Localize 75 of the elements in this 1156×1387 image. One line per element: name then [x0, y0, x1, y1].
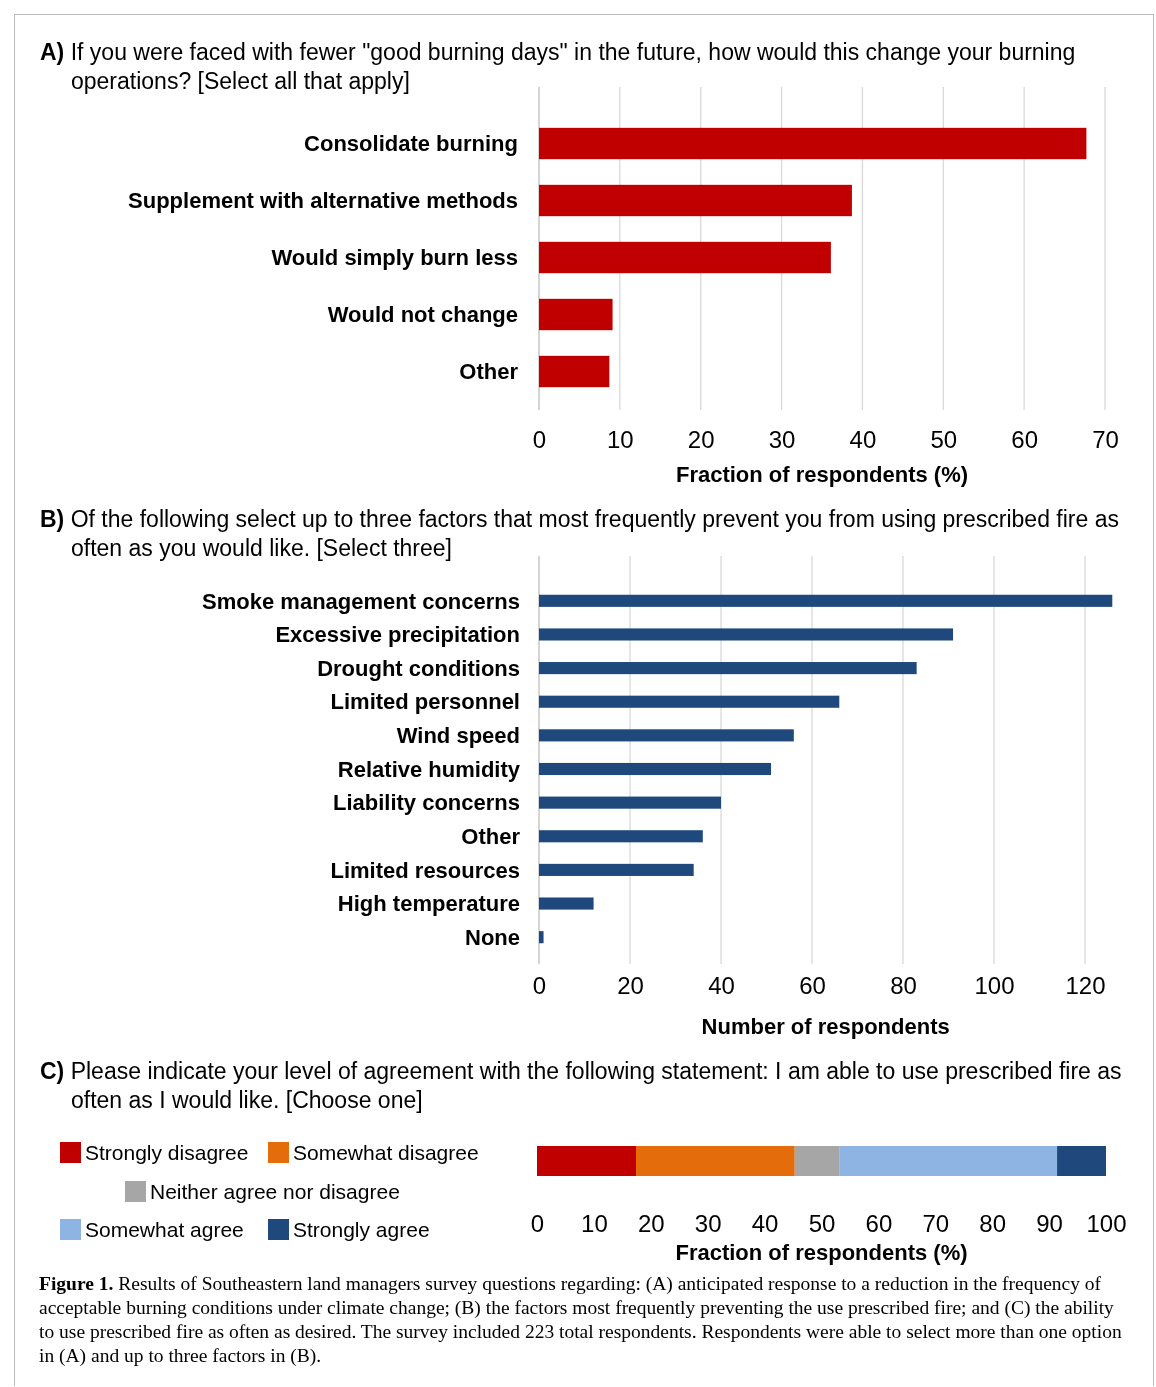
y-tick-label: Supplement with alternative methods	[128, 188, 518, 214]
y-tick-label: Would simply burn less	[271, 245, 518, 271]
x-tick-label: 90	[1036, 1210, 1063, 1238]
legend-label: Strongly disagree	[85, 1141, 249, 1165]
x-tick-label: 0	[532, 426, 547, 454]
x-tick-label: 40	[849, 426, 877, 454]
bar	[539, 127, 1087, 160]
bar	[1057, 1146, 1106, 1176]
bar	[539, 695, 840, 708]
bar	[539, 628, 954, 641]
x-tick-label: 60	[865, 1210, 893, 1238]
y-tick-label: Other	[461, 823, 521, 849]
bar	[537, 1146, 637, 1176]
y-tick-label: Excessive precipitation	[275, 622, 520, 648]
x-tick-label: 100	[974, 972, 1015, 1000]
legend-label: Somewhat agree	[85, 1218, 244, 1242]
y-tick-label: High temperature	[337, 891, 520, 917]
y-tick-label: Other	[459, 359, 519, 385]
x-tick-label: 50	[808, 1210, 836, 1238]
x-tick-label: 70	[1092, 426, 1119, 454]
bar	[539, 355, 610, 388]
x-tick-label: 10	[607, 426, 634, 454]
bar	[539, 594, 1113, 607]
x-tick-label: 0	[530, 1210, 545, 1238]
x-tick-label: 100	[1086, 1210, 1127, 1238]
x-tick-label: 40	[708, 972, 735, 1000]
bar	[839, 1146, 1058, 1176]
x-tick-label: 60	[1011, 426, 1038, 454]
bar	[539, 184, 852, 217]
y-tick-label: Would not change	[327, 302, 518, 328]
bar	[539, 241, 831, 274]
bar	[539, 863, 694, 876]
bar	[539, 897, 594, 910]
x-tick-label: 20	[687, 426, 715, 454]
x-tick-label: 20	[617, 972, 644, 1000]
legend-label: Neither agree nor disagree	[150, 1180, 400, 1204]
x-axis-title: Fraction of respondents (%)	[675, 461, 969, 487]
y-tick-label: Limited personnel	[330, 689, 520, 715]
bar	[539, 298, 613, 331]
legend-label: Somewhat disagree	[293, 1141, 479, 1165]
bar	[539, 830, 703, 843]
bar	[539, 931, 544, 944]
y-tick-label: None	[465, 924, 520, 950]
y-tick-label: Consolidate burning	[304, 131, 518, 157]
chart-title: A) If you were faced with fewer "good burning days" in the future, how would this change your burning operations? [Select all that apply]	[40, 39, 1076, 94]
chart-title: B) Of the following select up to three factors that most frequently prevent you from using prescribed fire as often as you would like. [Select three]	[40, 506, 1119, 561]
y-tick-label: Liability concerns	[332, 790, 520, 816]
x-tick-label: 20	[637, 1210, 665, 1238]
x-tick-label: 80	[890, 972, 917, 1000]
bar	[539, 796, 721, 809]
x-tick-label: 30	[768, 426, 796, 454]
x-tick-label: 70	[922, 1210, 950, 1238]
x-tick-label: 120	[1065, 972, 1106, 1000]
x-tick-label: 30	[694, 1210, 722, 1238]
x-axis-title: Number of respondents	[701, 1013, 950, 1039]
x-axis-title: Fraction of respondents (%)	[675, 1239, 968, 1265]
y-tick-label: Limited resources	[330, 857, 520, 883]
legend-label: Strongly agree	[293, 1218, 430, 1242]
bar	[794, 1146, 840, 1176]
bar	[539, 662, 917, 675]
x-tick-label: 0	[532, 972, 547, 1000]
x-tick-label: 40	[751, 1210, 779, 1238]
x-tick-label: 10	[581, 1210, 608, 1238]
bar	[539, 729, 794, 742]
bar	[636, 1146, 795, 1176]
x-tick-label: 50	[930, 426, 958, 454]
y-tick-label: Drought conditions	[317, 655, 520, 681]
x-tick-label: 60	[799, 972, 826, 1000]
caption: Figure 1. Results of Southeastern land managers survey questions regarding: (A) anticipated response to a reduction in the frequency of acceptable burning conditions under climate change; (B) the factors most frequently preventing the use prescribed fire; and (C) the ability to use prescribed fire as often as desired. The survey included 223 total respondents. Respondents were able to select more than one option in (A) and up to three factors in (B).	[39, 1273, 1122, 1366]
y-tick-label: Wind speed	[396, 723, 520, 749]
bar	[539, 762, 772, 776]
x-tick-label: 80	[979, 1210, 1007, 1238]
y-tick-label: Relative humidity	[337, 756, 521, 782]
y-tick-label: Smoke management concerns	[202, 588, 520, 614]
chart-title: C) Please indicate your level of agreement with the following statement: I am able to use prescribed fire as often as I would like. [Choose one]	[40, 1058, 1122, 1113]
